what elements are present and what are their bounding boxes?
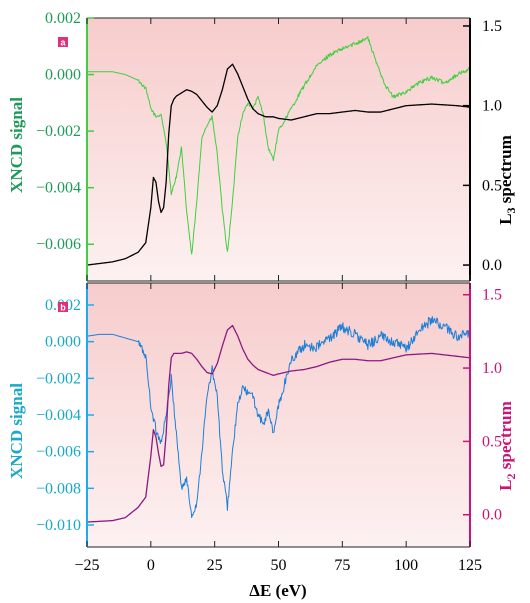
panel-b: 0.0020.000−0.002−0.004−0.006−0.008−0.010… bbox=[7, 282, 518, 548]
left-axis-title: XNCD signal bbox=[7, 383, 26, 479]
panel-a: 0.002 0.000 −0.002 −0.004 −0.006 1.5 1.0 0.5 0.0… bbox=[7, 10, 518, 282]
spectrum-line-a bbox=[86, 63, 471, 266]
right-tick-label: 1.5 bbox=[482, 287, 502, 304]
right-tick-label: 0.5 bbox=[482, 433, 502, 450]
plot-background bbox=[87, 18, 470, 281]
x-axis-title: ΔE (eV) bbox=[249, 581, 306, 600]
left-tick-label: −0.004 bbox=[36, 180, 81, 197]
left-tick-label: −0.006 bbox=[36, 444, 81, 461]
right-tick-label: 1.0 bbox=[482, 360, 502, 377]
panel-label-badge bbox=[58, 37, 68, 47]
panel-label-text: a bbox=[60, 38, 66, 48]
right-axis-title: L2 spectrum bbox=[496, 401, 518, 491]
left-tick-label: −0.008 bbox=[36, 480, 81, 497]
xncd-signal-line-a bbox=[87, 36, 471, 255]
left-tick-label: −0.002 bbox=[36, 123, 81, 140]
left-tick-label: 0.000 bbox=[45, 334, 81, 351]
right-tick-label: 0.0 bbox=[482, 507, 502, 524]
right-tick-label: 1.0 bbox=[482, 98, 502, 115]
left-tick-label: −0.010 bbox=[36, 517, 81, 534]
x-tick-label: 25 bbox=[207, 557, 223, 574]
right-tick-label: 0.5 bbox=[482, 177, 502, 194]
panel-label-text: b bbox=[60, 303, 66, 313]
panel-label-badge bbox=[58, 302, 68, 312]
x-tick-label: 125 bbox=[458, 557, 482, 574]
left-tick-label: 0.002 bbox=[45, 10, 81, 27]
plot-background bbox=[87, 283, 470, 547]
spectrum-line-b bbox=[86, 324, 471, 523]
left-axis-title: XNCD signal bbox=[7, 97, 26, 193]
x-tick-label: −25 bbox=[74, 557, 99, 574]
right-tick-label: 0.0 bbox=[482, 257, 502, 274]
left-tick-label: 0.000 bbox=[45, 67, 81, 84]
x-tick-label: 50 bbox=[271, 557, 287, 574]
left-tick-label: −0.006 bbox=[36, 236, 81, 253]
left-tick-label: −0.004 bbox=[36, 407, 81, 424]
x-tick-label: 0 bbox=[147, 557, 155, 574]
left-tick-label: −0.002 bbox=[36, 370, 81, 387]
right-axis-title: L3 spectrum bbox=[496, 135, 518, 225]
xncd-signal-line-b bbox=[86, 316, 471, 519]
x-tick-label: 100 bbox=[394, 557, 418, 574]
x-tick-label: 75 bbox=[334, 557, 350, 574]
right-tick-label: 1.5 bbox=[482, 18, 502, 35]
